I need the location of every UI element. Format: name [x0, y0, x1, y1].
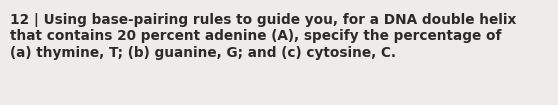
- Text: 12 | Using base-pairing rules to guide you, for a DNA double helix
that contains: 12 | Using base-pairing rules to guide y…: [10, 13, 516, 60]
